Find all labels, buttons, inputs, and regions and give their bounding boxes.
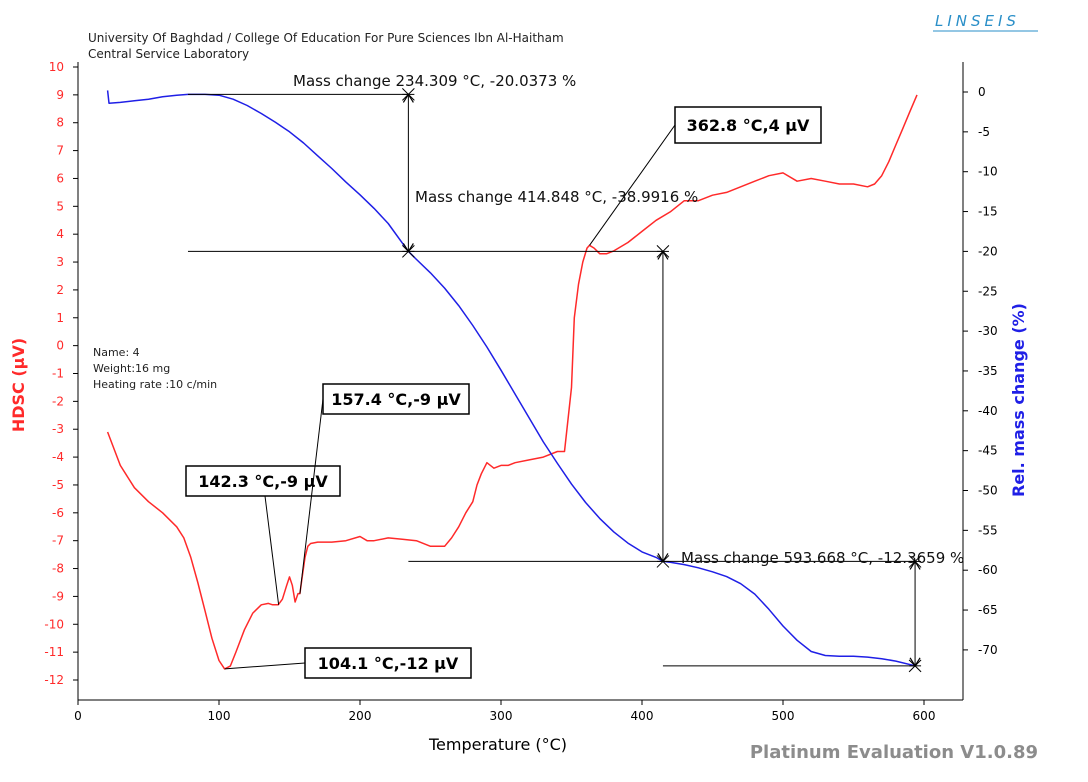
peak-label-text: 157.4 °C,-9 µV [331,390,461,409]
peak-leader-line [299,398,324,594]
y-left-tick-label: -3 [52,422,64,436]
peak-leader-line [264,495,280,605]
y-left-tick-label: 6 [56,171,64,185]
y-left-tick-label: -8 [52,562,64,576]
sample-info: Name: 4 Weight:16 mg Heating rate :10 c/… [93,346,217,391]
footer-version: Platinum Evaluation V1.0.89 [750,742,1038,763]
y-right-tick-label: -55 [978,523,998,537]
peak-label-text: 142.3 °C,-9 µV [198,472,328,491]
axes [73,62,968,705]
y-left-tick-label: 0 [56,339,64,353]
x-tick-label: 500 [772,709,795,723]
hdsc-series-line [106,94,918,670]
annotation-label-mass2: Mass change 414.848 °C, -38.9916 % [415,188,698,206]
y-left-tick-label: -2 [52,394,64,408]
peak-label-box [674,106,822,144]
y-left-tick-label: 2 [56,283,64,297]
y-right-tick-label: -60 [978,563,998,577]
y-left-tick-label: -1 [52,367,64,381]
y-axis-left-label: HDSC (µV) [9,338,28,432]
cross-marker [908,555,922,568]
linseis-logo: LINSEIS [933,12,1038,32]
annotation-mass2: Mass change 414.848 °C, -38.9916 % [408,188,698,563]
annotation-label-mass1: Mass change 234.309 °C, -20.0373 % [293,72,576,90]
peak-label-text: 362.8 °C,4 µV [687,116,810,135]
annotation-mass3: Mass change 593.668 °C, -12.3659 % [662,549,964,667]
sample-weight: Weight:16 mg [93,362,170,375]
cross-marker [402,88,415,101]
x-tick-label: 600 [913,709,936,723]
y-right-tick-label: -20 [978,244,998,258]
peak-label-box [185,465,341,497]
y-right-tick-label: -10 [978,165,998,179]
peak-label-text: 104.1 °C,-12 µV [318,654,459,673]
y-right-tick-label: -15 [978,205,998,219]
header-line-2: Central Service Laboratory [88,47,249,61]
y-left-tick-label: -9 [52,589,64,603]
y-left-tick-label: -6 [52,506,64,520]
annotations-layer: Mass change 234.309 °C, -20.0373 % Mass c… [185,72,964,679]
y-right-tick-label: -5 [978,125,990,139]
x-tick-label: 0 [74,709,82,723]
peak-label-peak104: 104.1 °C,-12 µV [224,647,472,679]
peak-leader-line [224,662,306,670]
y-right-tick-label: -65 [978,603,998,617]
peak-leader-line [589,124,676,246]
y-right-tick-label: -35 [978,364,998,378]
y-left-tick-label: -12 [44,673,64,687]
x-axis-label: Temperature (°C) [428,735,567,754]
annotation-mass1: Mass change 234.309 °C, -20.0373 % [187,72,576,253]
peak-label-peak142: 142.3 °C,-9 µV [185,465,341,605]
x-tick-label: 200 [349,709,372,723]
peak-label-peak363: 362.8 °C,4 µV [589,106,822,246]
y-right-tick-label: 0 [978,85,986,99]
mass-change-series-line [106,90,916,667]
y-right-tick-label: -50 [978,484,998,498]
y-right-tick-label: -30 [978,324,998,338]
y-left-tick-label: 8 [56,116,64,130]
y-left-tick-label: 5 [56,199,64,213]
peak-label-box [322,383,470,415]
y-left-tick-label: -11 [44,645,64,659]
y-axis-right-label: Rel. mass change (%) [1009,303,1028,497]
logo-text: LINSEIS [935,12,1020,30]
x-tick-label: 300 [490,709,513,723]
y-left-tick-label: 1 [56,311,64,325]
y-left-tick-label: 9 [56,88,64,102]
y-left-tick-label: 7 [56,144,64,158]
y-right-tick-label: -70 [978,643,998,657]
y-left-tick-label: 10 [49,60,64,74]
y-left-tick-label: 3 [56,255,64,269]
header-line-1: University Of Baghdad / College Of Educa… [88,31,564,45]
y-right-tick-label: -40 [978,404,998,418]
heating-rate: Heating rate :10 c/min [93,378,217,391]
x-tick-label: 100 [208,709,231,723]
sample-name: Name: 4 [93,346,140,359]
y-left-tick-label: -4 [52,450,64,464]
x-tick-label: 400 [631,709,654,723]
peak-label-box [304,647,472,679]
y-left-tick-label: -10 [44,617,64,631]
y-right-tick-label: -25 [978,284,998,298]
series-layer [106,90,918,670]
cross-marker [656,245,670,258]
y-left-tick-label: -7 [52,534,64,548]
tick-labels: 0 100 200 300 400 500 600-12-11-10-9-8-7-6-5-4… [44,60,997,723]
cross-marker [908,659,922,673]
y-left-tick-label: -5 [52,478,64,492]
y-left-tick-label: 4 [56,227,64,241]
peak-label-peak157: 157.4 °C,-9 µV [299,383,470,594]
annotation-label-mass3: Mass change 593.668 °C, -12.3659 % [681,549,964,567]
y-right-tick-label: -45 [978,444,998,458]
